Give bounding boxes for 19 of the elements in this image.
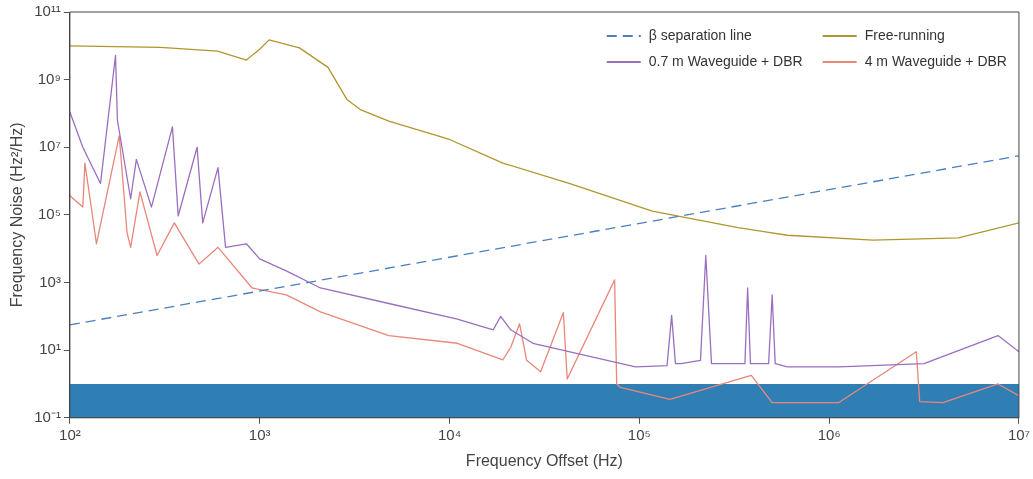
x-tick-label: 10³ [248,425,271,443]
y-tick-label: 10⁵ [37,205,61,223]
y-tick-label: 10¹ [39,340,61,358]
legend-label: 4 m Waveguide + DBR [864,52,1007,69]
legend-label: Free-running [864,26,945,43]
x-tick-label: 10⁷ [1007,425,1031,443]
x-tick-label: 10⁴ [437,425,462,443]
legend-label: 0.7 m Waveguide + DBR [648,52,803,69]
x-tick-label: 10⁶ [817,425,841,443]
x-axis-title: Frequency Offset (Hz) [465,451,623,469]
x-tick-label: 10² [59,425,81,443]
y-tick-label: 10⁷ [38,137,61,155]
y-tick-label: 10⁻¹ [34,407,61,425]
y-tick-label: 10¹¹ [34,2,61,20]
y-tick-label: 10⁹ [37,69,61,87]
legend-label: β separation line [648,26,752,43]
x-tick-label: 10⁵ [627,425,651,443]
y-tick-label: 10³ [39,272,61,290]
y-axis-title: Frequency Noise (Hz²/Hz) [8,122,26,308]
